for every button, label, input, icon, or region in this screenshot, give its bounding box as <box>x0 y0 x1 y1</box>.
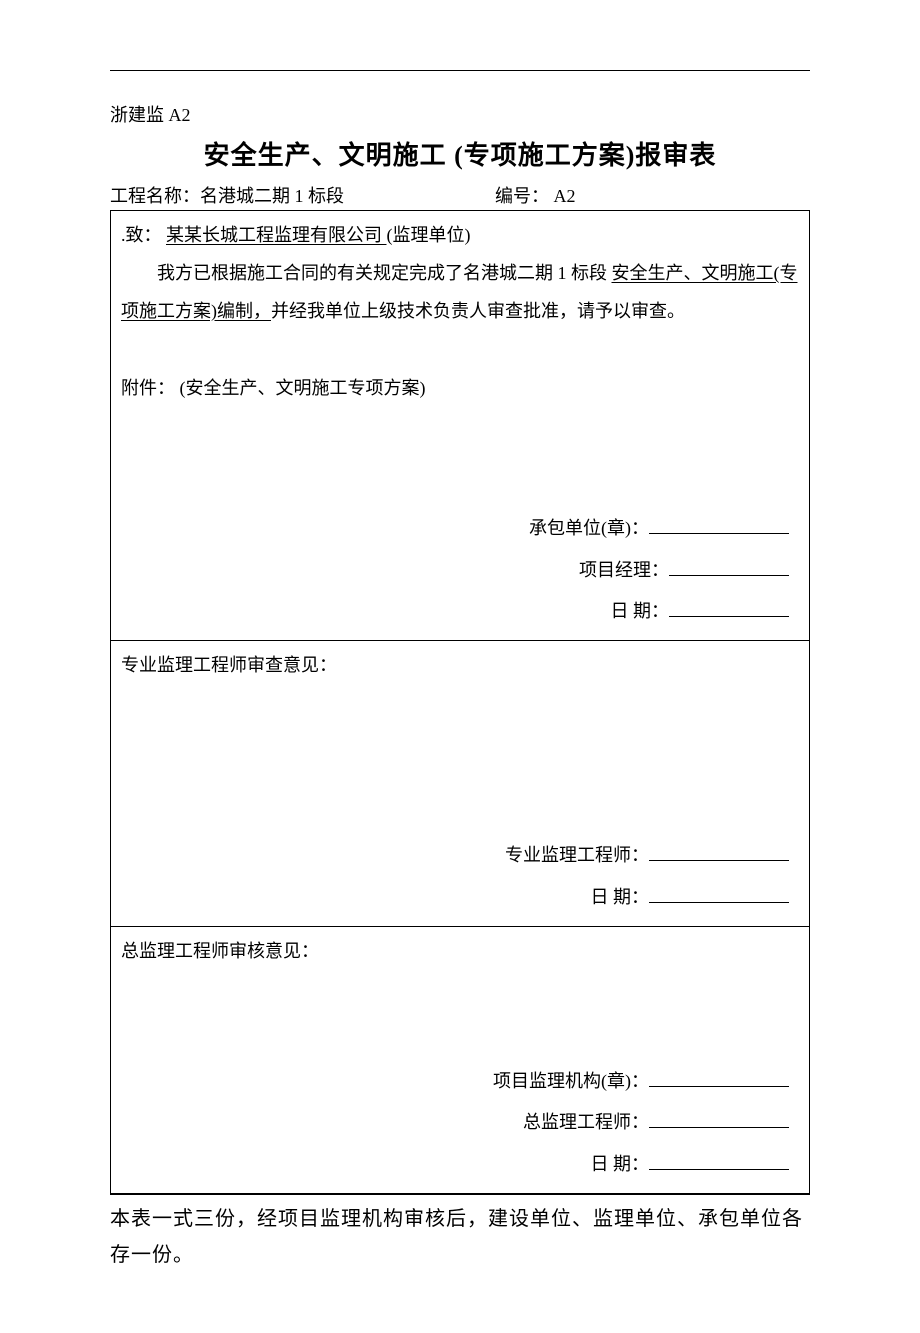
section-chief-review: 总监理工程师审核意见： 项目监理机构(章)： 总监理工程师： 日 期： <box>111 927 809 1193</box>
pm-blank <box>669 557 789 575</box>
specialist-heading: 专业监理工程师审查意见： <box>121 647 799 685</box>
specialist-engineer-label: 专业监理工程师： <box>505 845 649 865</box>
date-blank-2 <box>649 884 789 902</box>
specialist-engineer-blank <box>649 843 789 861</box>
contractor-signature-block: 承包单位(章)： 项目经理： 日 期： <box>121 508 799 632</box>
to-value: 某某长城工程监理有限公司 <box>166 225 387 245</box>
pm-line: 项目经理： <box>121 550 789 591</box>
chief-engineer-blank <box>649 1110 789 1128</box>
date-label-3: 日 期： <box>591 1154 650 1174</box>
document-code: 浙建监 A2 <box>110 101 810 127</box>
project-name-label: 工程名称： <box>110 186 200 206</box>
meta-row: 工程名称：名港城二期 1 标段 编号： A2 <box>110 182 810 208</box>
contractor-seal-blank <box>649 516 789 534</box>
document-page: 浙建监 A2 安全生产、文明施工 (专项施工方案)报审表 工程名称：名港城二期 … <box>0 0 920 1333</box>
project-name-field: 工程名称：名港城二期 1 标段 <box>110 182 495 208</box>
document-title: 安全生产、文明施工 (专项施工方案)报审表 <box>110 135 810 172</box>
supervision-org-blank <box>649 1069 789 1087</box>
project-name-value: 名港城二期 1 标段 <box>200 186 344 206</box>
supervision-org-line: 项目监理机构(章)： <box>121 1061 789 1102</box>
specialist-signature-block: 专业监理工程师： 日 期： <box>121 835 799 918</box>
form-box: .致： 某某长城工程监理有限公司 (监理单位) 我方已根据施工合同的有关规定完成… <box>110 210 810 1195</box>
chief-heading: 总监理工程师审核意见： <box>121 933 799 971</box>
body-prefix: 我方已根据施工合同的有关规定完成了名港城二期 1 标段 <box>157 263 612 283</box>
pm-label: 项目经理： <box>579 560 669 580</box>
body-suffix: 并经我单位上级技术负责人审查批准，请予以审查。 <box>271 301 685 321</box>
number-value: A2 <box>549 186 576 206</box>
date-label-2: 日 期： <box>591 887 650 907</box>
section-specialist-review: 专业监理工程师审查意见： 专业监理工程师： 日 期： <box>111 641 809 927</box>
date-line-1: 日 期： <box>121 591 789 632</box>
body-paragraph: 我方已根据施工合同的有关规定完成了名港城二期 1 标段 安全生产、文明施工(专项… <box>121 255 799 331</box>
date-label-1: 日 期： <box>611 601 670 621</box>
addressee-line: .致： 某某长城工程监理有限公司 (监理单位) <box>121 217 799 255</box>
contractor-seal-line: 承包单位(章)： <box>121 508 789 549</box>
number-label: 编号： <box>495 186 549 206</box>
chief-engineer-line: 总监理工程师： <box>121 1102 789 1143</box>
to-label: .致： <box>121 225 166 245</box>
section-contractor: .致： 某某长城工程监理有限公司 (监理单位) 我方已根据施工合同的有关规定完成… <box>111 211 809 641</box>
footer-note: 本表一式三份，经项目监理机构审核后，建设单位、监理单位、承包单位各存一份。 <box>110 1201 810 1273</box>
specialist-engineer-line: 专业监理工程师： <box>121 835 789 876</box>
attachment-line: 附件： (安全生产、文明施工专项方案) <box>121 370 799 408</box>
date-line-2: 日 期： <box>121 877 789 918</box>
date-blank-1 <box>669 599 789 617</box>
number-field: 编号： A2 <box>495 182 810 208</box>
contractor-seal-label: 承包单位(章)： <box>529 518 649 538</box>
chief-signature-block: 项目监理机构(章)： 总监理工程师： 日 期： <box>121 1061 799 1185</box>
date-blank-3 <box>649 1151 789 1169</box>
chief-engineer-label: 总监理工程师： <box>523 1112 649 1132</box>
to-suffix: (监理单位) <box>387 225 471 245</box>
date-line-3: 日 期： <box>121 1144 789 1185</box>
top-horizontal-rule <box>110 70 810 71</box>
supervision-org-label: 项目监理机构(章)： <box>493 1071 649 1091</box>
